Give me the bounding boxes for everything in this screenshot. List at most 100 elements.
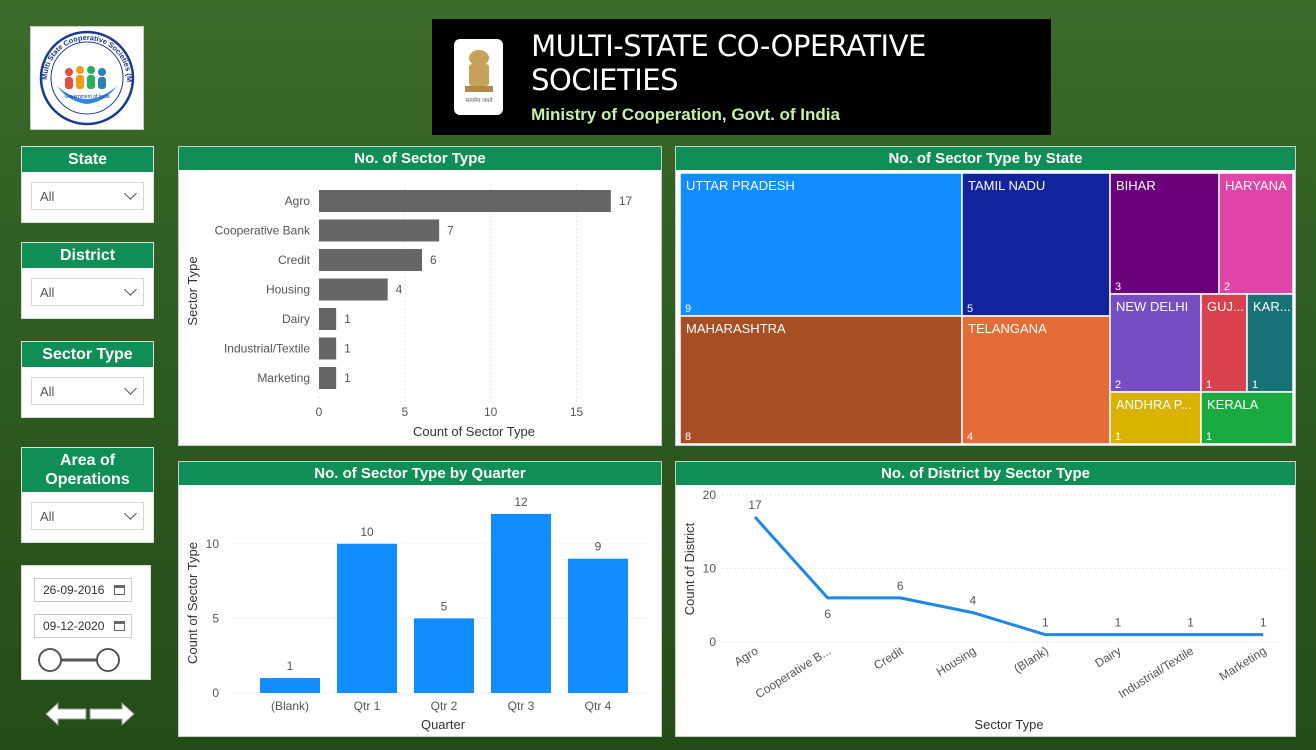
area-of-operations-slicer: Area of Operations All [21, 447, 154, 543]
y-axis-title: Sector Type [185, 256, 200, 325]
mscs-logo-graphic: Multi State Cooperative Societies (MSCS)… [33, 28, 135, 126]
treemap-tile-label: NEW DELHI [1116, 299, 1188, 314]
quarter-bar[interactable] [414, 618, 474, 693]
y-tick-label: 20 [703, 488, 717, 502]
treemap-tile-value: 9 [685, 303, 691, 315]
treemap-tile[interactable] [679, 172, 963, 317]
district-dropdown-value: All [40, 284, 55, 300]
y-tick-label: 5 [212, 611, 219, 625]
treemap-tile-value: 5 [967, 303, 973, 315]
y-category-label: Cooperative Bank [215, 224, 311, 238]
treemap-tile-label: TAMIL NADU [968, 178, 1045, 193]
x-axis-title: Quarter [421, 717, 466, 732]
treemap-tile-label: MAHARASHTRA [686, 321, 786, 336]
quarter-bar[interactable] [260, 678, 320, 693]
treemap-tile-value: 3 [1115, 281, 1121, 293]
treemap-tile[interactable] [1109, 172, 1220, 295]
sector-type-dropdown[interactable]: All [31, 377, 144, 405]
y-category-label: Dairy [282, 312, 310, 326]
sector-type-chart-card: No. of Sector Type 0 5 10 15 Agro 17 Cooperati… [178, 146, 662, 446]
sector-bar[interactable] [319, 278, 388, 301]
x-category-label: Credit [871, 643, 906, 672]
end-date-input[interactable]: 09-12-2020 [34, 614, 132, 638]
quarter-chart-card: No. of Sector Type by Quarter 0 5 10 1 (Blan… [178, 461, 662, 737]
district-line-chart: 0 10 20 17 Agro 6 Cooperative B... 6 Credit 4 Hous… [682, 488, 1286, 732]
date-range-track[interactable] [36, 646, 122, 674]
y-category-label: Agro [285, 194, 311, 208]
sector-type-chart: 0 5 10 15 Agro 17 Cooperative Bank 7 Credit 6 Hous… [185, 184, 633, 439]
start-date-value: 26-09-2016 [43, 583, 105, 597]
x-category-label: Dairy [1092, 644, 1123, 671]
treemap-tile-label: BIHAR [1116, 178, 1156, 193]
sector-type-chart-title: No. of Sector Type [179, 147, 661, 170]
quarter-bar[interactable] [491, 513, 551, 693]
start-date-input[interactable]: 26-09-2016 [34, 578, 132, 602]
treemap-tile-value: 1 [1115, 431, 1121, 443]
area-of-operations-dropdown[interactable]: All [31, 502, 144, 530]
treemap-tile-label: KAR... [1253, 299, 1291, 314]
chevron-down-icon [124, 507, 137, 520]
x-category-label: Cooperative B... [753, 644, 833, 701]
state-dropdown[interactable]: All [31, 182, 144, 210]
y-tick-label: 10 [206, 537, 220, 551]
emblem-caption: सत्यमेव जयते [465, 97, 493, 104]
range-end-handle[interactable] [96, 648, 120, 672]
sector-bar[interactable] [319, 308, 337, 330]
district-series-line[interactable] [753, 516, 1264, 637]
line-data-label: 4 [969, 594, 976, 608]
sector-bar[interactable] [319, 367, 337, 389]
bar-data-label: 1 [344, 371, 351, 385]
line-data-label: 1 [1115, 616, 1122, 630]
back-arrow-icon[interactable] [45, 701, 87, 727]
calendar-icon[interactable] [114, 585, 125, 595]
calendar-icon[interactable] [114, 621, 125, 631]
sector-bar[interactable] [319, 219, 440, 242]
treemap-tile[interactable] [1109, 391, 1202, 445]
bar-data-label: 5 [441, 599, 448, 613]
x-category-label: Agro [732, 644, 761, 669]
bar-data-label: 7 [447, 224, 454, 238]
state-treemap: UTTAR PRADESH 9 MAHARASHTRA 8 TAMIL NADU 5 TEL… [679, 172, 1294, 445]
quarter-bar[interactable] [337, 543, 397, 693]
forward-arrow-icon[interactable] [89, 701, 135, 727]
treemap-tile[interactable] [1200, 391, 1294, 445]
state-treemap-title: No. of Sector Type by State [676, 147, 1295, 170]
header-banner: सत्यमेव जयते MULTI-STATE CO-OPERATIVE SO… [432, 19, 1051, 135]
quarter-bar[interactable] [568, 558, 628, 693]
treemap-tile-value: 4 [967, 431, 973, 443]
x-category-label: Qtr 4 [585, 699, 612, 713]
x-category-label: Housing [934, 644, 979, 679]
area-of-operations-slicer-label: Area of Operations [22, 448, 153, 492]
x-tick-label: 10 [484, 405, 498, 419]
district-slicer: District All [21, 242, 154, 319]
chevron-down-icon [124, 187, 137, 200]
mscs-logo: Multi State Cooperative Societies (MSCS)… [30, 26, 144, 130]
district-line-title: No. of District by Sector Type [676, 462, 1295, 485]
sector-type-dropdown-value: All [40, 383, 55, 399]
quarter-chart-title: No. of Sector Type by Quarter [179, 462, 661, 485]
national-emblem-icon: सत्यमेव जयते [454, 39, 504, 115]
treemap-tile-label: HARYANA [1225, 178, 1287, 193]
sector-type-slicer-label: Sector Type [22, 342, 153, 367]
x-category-label: (Blank) [271, 699, 309, 713]
treemap-tile-value: 2 [1224, 281, 1230, 293]
treemap-tile-value: 8 [685, 431, 691, 443]
district-slicer-label: District [22, 243, 153, 268]
treemap-tile[interactable] [961, 172, 1111, 317]
sector-bar[interactable] [319, 249, 422, 271]
end-date-value: 09-12-2020 [43, 619, 105, 633]
x-category-label: Qtr 3 [508, 699, 535, 713]
district-dropdown[interactable]: All [31, 278, 144, 306]
y-axis-title: Count of Sector Type [185, 542, 200, 664]
treemap-tile[interactable] [1200, 293, 1248, 393]
range-start-handle[interactable] [38, 648, 62, 672]
x-category-label: (Blank) [1011, 644, 1051, 676]
bar-data-label: 1 [344, 312, 351, 326]
treemap-tile[interactable] [1246, 293, 1294, 393]
treemap-tile[interactable] [1218, 172, 1294, 295]
sector-bar[interactable] [319, 337, 337, 360]
page-title: MULTI-STATE CO-OPERATIVE SOCIETIES [531, 29, 926, 97]
sector-bar[interactable] [319, 190, 611, 212]
state-slicer-label: State [22, 147, 153, 172]
y-category-label: Industrial/Textile [224, 342, 310, 356]
